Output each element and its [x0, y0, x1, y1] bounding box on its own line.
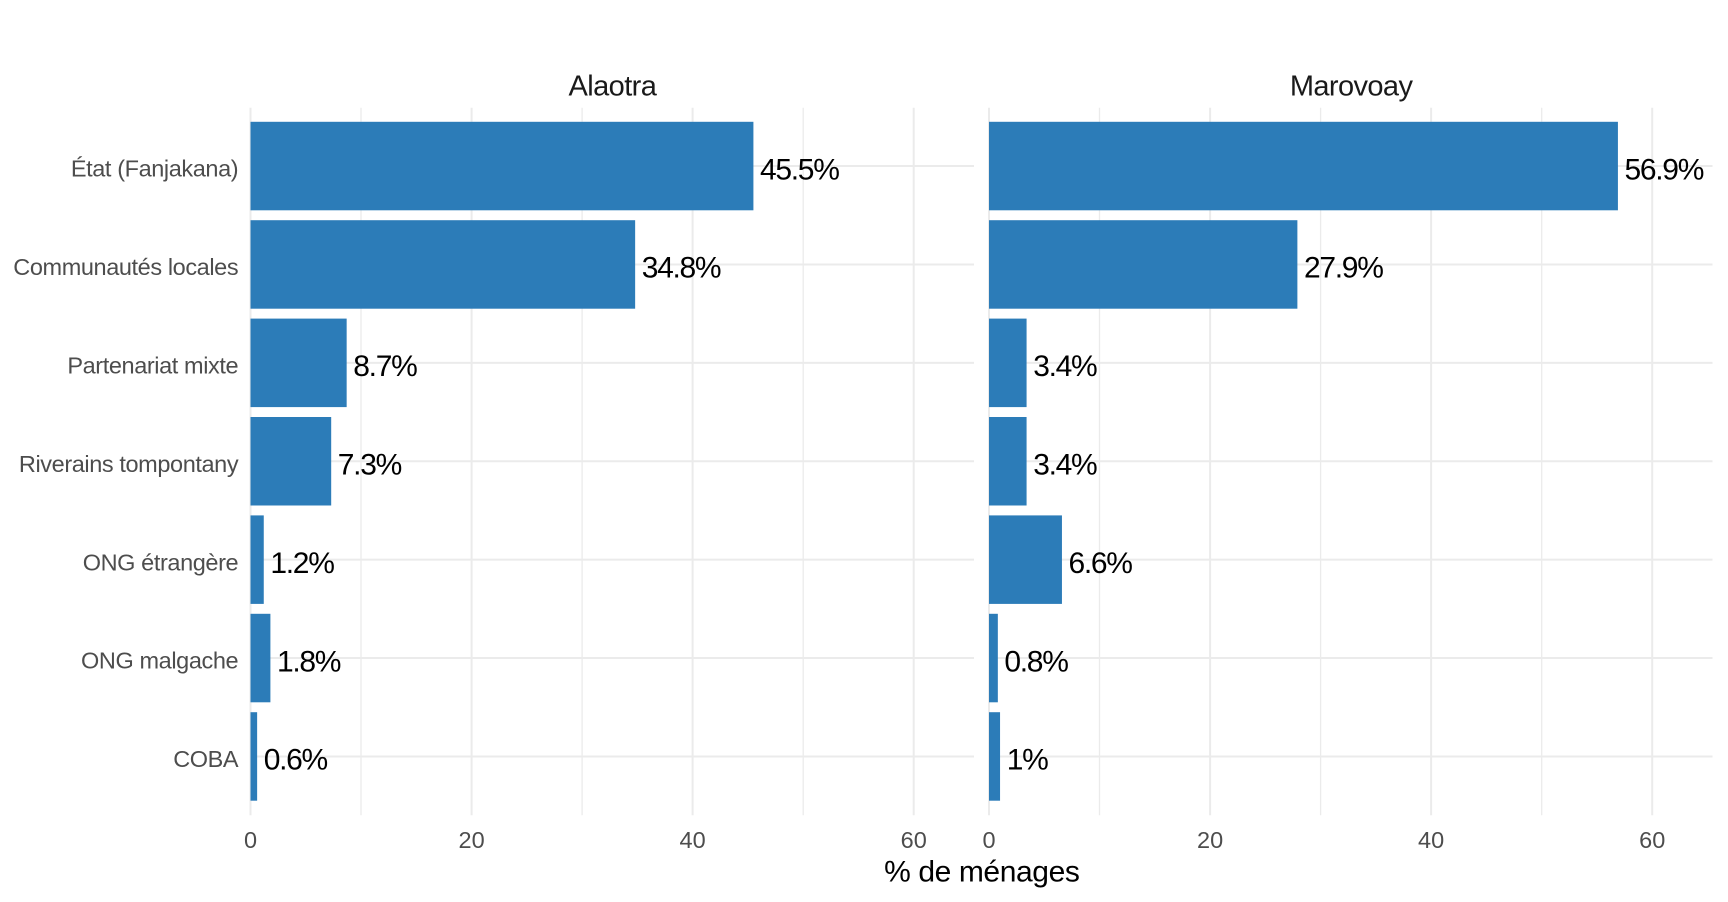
svg-text:0: 0 [244, 827, 257, 853]
svg-text:20: 20 [459, 827, 485, 853]
svg-text:ONG étrangère: ONG étrangère [83, 549, 239, 575]
svg-text:Alaotra: Alaotra [569, 71, 658, 103]
svg-text:0: 0 [982, 827, 995, 853]
svg-text:60: 60 [901, 827, 927, 853]
svg-text:Communautés locales: Communautés locales [13, 254, 238, 280]
svg-text:3.4%: 3.4% [1033, 350, 1097, 383]
svg-text:1.8%: 1.8% [277, 645, 341, 678]
svg-text:6.6%: 6.6% [1069, 547, 1133, 580]
svg-text:1%: 1% [1007, 744, 1048, 777]
svg-text:7.3%: 7.3% [338, 449, 402, 482]
svg-text:40: 40 [1418, 827, 1444, 853]
svg-text:0.6%: 0.6% [264, 744, 328, 777]
svg-text:60: 60 [1639, 827, 1665, 853]
svg-text:COBA: COBA [173, 746, 239, 772]
svg-text:ONG malgache: ONG malgache [81, 648, 238, 674]
svg-text:34.8%: 34.8% [642, 252, 721, 285]
svg-text:Marovoay: Marovoay [1290, 71, 1414, 103]
svg-text:1.2%: 1.2% [270, 547, 334, 580]
svg-text:45.5%: 45.5% [760, 153, 839, 186]
svg-text:Riverains tompontany: Riverains tompontany [19, 451, 239, 477]
svg-text:État (Fanjakana): État (Fanjakana) [71, 156, 238, 182]
svg-text:% de ménages: % de ménages [884, 855, 1079, 888]
svg-text:0.8%: 0.8% [1004, 645, 1068, 678]
svg-text:8.7%: 8.7% [353, 350, 417, 383]
svg-text:40: 40 [680, 827, 706, 853]
svg-text:20: 20 [1197, 827, 1223, 853]
svg-text:56.9%: 56.9% [1625, 153, 1704, 186]
svg-text:27.9%: 27.9% [1304, 252, 1383, 285]
svg-text:Partenariat mixte: Partenariat mixte [67, 353, 238, 379]
svg-text:3.4%: 3.4% [1033, 449, 1097, 482]
